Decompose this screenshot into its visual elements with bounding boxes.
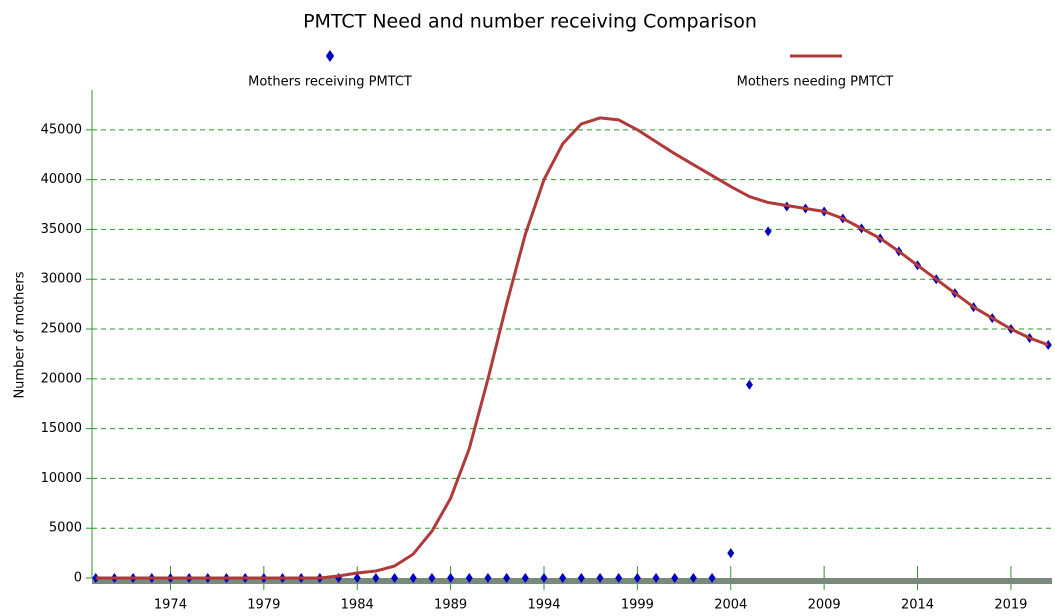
y-tick-label: 25000 (41, 322, 82, 337)
y-tick-label: 20000 (41, 371, 82, 386)
data-point (540, 573, 548, 583)
y-tick-label: 35000 (41, 222, 82, 237)
data-point (372, 573, 380, 583)
y-tick-label: 5000 (49, 521, 82, 536)
data-point (484, 573, 492, 583)
x-tick-label: 1979 (247, 598, 280, 613)
data-point (764, 226, 772, 237)
y-tick-label: 45000 (41, 122, 82, 137)
legend-label: Mothers needing PMTCT (737, 75, 894, 90)
x-tick-label: 2014 (901, 598, 934, 613)
data-point (503, 573, 511, 583)
data-point (615, 573, 623, 583)
data-point (596, 573, 604, 583)
data-point (708, 573, 716, 583)
data-point (465, 573, 473, 583)
x-tick-label: 1984 (341, 598, 374, 613)
data-point (689, 573, 697, 583)
data-point (353, 573, 361, 583)
data-point (577, 573, 585, 583)
data-point (559, 573, 567, 583)
y-axis-label: Number of mothers (13, 271, 28, 398)
x-tick-label: 1999 (621, 598, 654, 613)
x-tick-label: 1989 (434, 598, 467, 613)
data-point (391, 573, 399, 583)
y-tick-label: 40000 (41, 172, 82, 187)
data-point (727, 548, 735, 559)
data-point (652, 573, 660, 583)
x-tick-label: 2019 (994, 598, 1027, 613)
x-axis (92, 578, 1052, 584)
data-point (409, 573, 417, 583)
y-tick-label: 15000 (41, 421, 82, 436)
data-point (428, 573, 436, 583)
y-tick-label: 30000 (41, 272, 82, 287)
legend-label: Mothers receiving PMTCT (248, 75, 412, 90)
x-tick-label: 2004 (714, 598, 747, 613)
x-tick-label: 1994 (527, 598, 560, 613)
data-point (633, 573, 641, 583)
chart-title: PMTCT Need and number receiving Comparis… (303, 11, 757, 33)
data-point (745, 379, 753, 390)
data-point (671, 573, 679, 583)
data-point (447, 573, 455, 583)
series-line (95, 116, 1049, 580)
x-tick-label: 2009 (808, 598, 841, 613)
legend-marker (325, 50, 335, 62)
y-tick-label: 0 (74, 571, 82, 586)
x-tick-label: 1974 (154, 598, 187, 613)
y-tick-label: 10000 (41, 471, 82, 486)
data-point (521, 573, 529, 583)
